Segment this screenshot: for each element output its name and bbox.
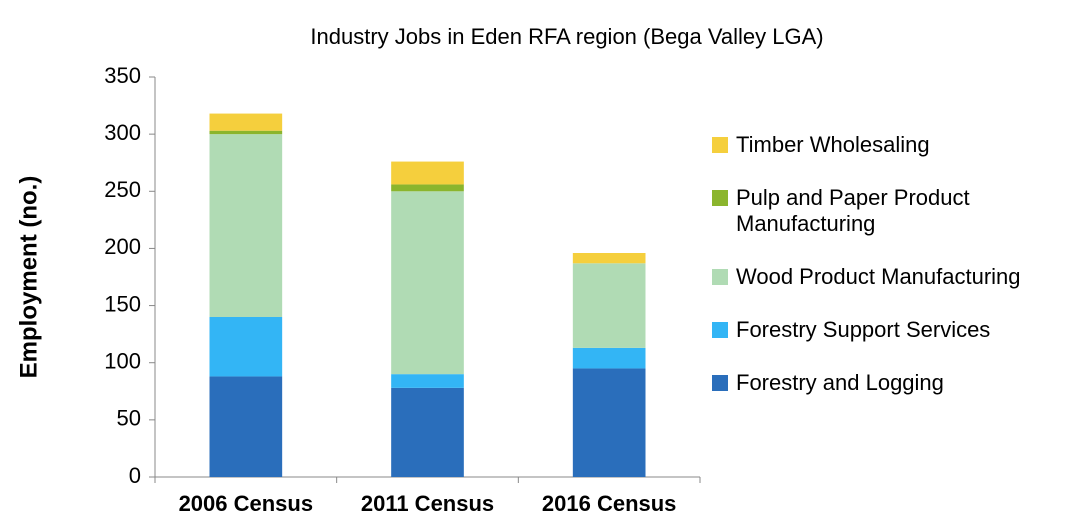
bar-segment <box>572 347 646 369</box>
x-tick-label: 2016 Census <box>542 491 677 516</box>
y-tick-label: 300 <box>104 120 141 145</box>
legend-swatch <box>712 322 728 338</box>
y-tick-label: 50 <box>117 406 141 431</box>
bar-segment <box>572 253 646 264</box>
bar-segment <box>391 184 464 192</box>
y-axis-label: Employment (no.) <box>15 176 42 379</box>
legend-label: Forestry and Logging <box>736 370 944 395</box>
legend-label: Pulp and Paper Product Manufacturing <box>736 185 970 236</box>
x-tick-label: 2011 Census <box>361 491 494 516</box>
y-tick-label: 200 <box>104 234 141 259</box>
bar-segment <box>209 317 283 377</box>
bar-segment <box>391 191 464 375</box>
legend-swatch <box>712 137 728 153</box>
bar-segment <box>572 368 646 477</box>
legend-item: Timber Wholesaling <box>712 132 1082 158</box>
bar-segment <box>209 134 283 317</box>
legend-swatch <box>712 190 728 206</box>
legend-label: Timber Wholesaling <box>736 132 930 157</box>
legend-label: Wood Product Manufacturing <box>736 264 1021 289</box>
bar-segment <box>391 387 464 477</box>
legend-swatch <box>712 269 728 285</box>
legend-item: Forestry Support Services <box>712 317 1082 343</box>
bar-segment <box>209 376 283 477</box>
y-tick-label: 350 <box>104 63 141 88</box>
legend-swatch <box>712 375 728 391</box>
bar-segment <box>391 161 464 185</box>
y-tick-label: 150 <box>104 291 141 316</box>
y-tick-label: 250 <box>104 177 141 202</box>
legend-item: Pulp and Paper Product Manufacturing <box>712 185 1082 237</box>
legend-item: Forestry and Logging <box>712 370 1082 396</box>
bar-segment <box>209 130 283 135</box>
legend-item: Wood Product Manufacturing <box>712 264 1082 290</box>
legend-label: Forestry Support Services <box>736 317 991 342</box>
bar-segment <box>572 263 646 348</box>
legend: Timber Wholesaling Pulp and Paper Product… <box>712 132 1082 396</box>
y-tick-label: 100 <box>104 349 141 374</box>
chart-title: Industry Jobs in Eden RFA region (Bega V… <box>310 24 823 49</box>
bar-segment <box>209 113 283 131</box>
bar-segment <box>391 374 464 388</box>
y-tick-label: 0 <box>129 463 141 488</box>
x-tick-label: 2006 Census <box>179 491 314 516</box>
